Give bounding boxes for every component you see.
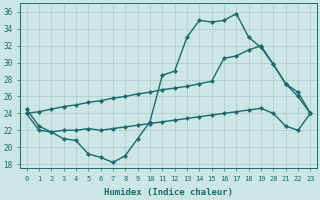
X-axis label: Humidex (Indice chaleur): Humidex (Indice chaleur) [104,188,233,197]
